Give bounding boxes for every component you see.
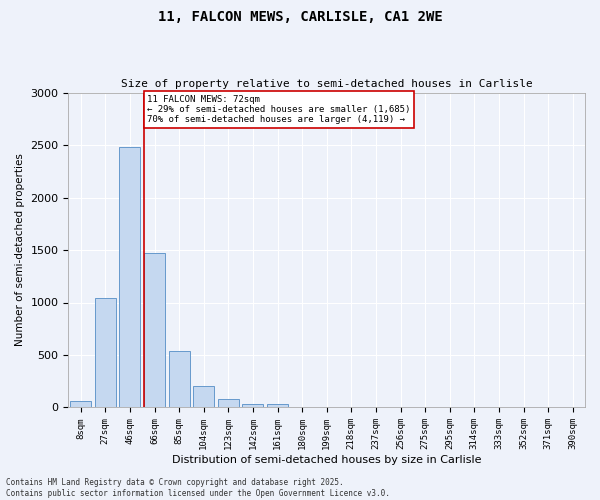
- Bar: [242, 404, 263, 407]
- Bar: [218, 398, 239, 407]
- Bar: [95, 298, 116, 408]
- Text: 11 FALCON MEWS: 72sqm
← 29% of semi-detached houses are smaller (1,685)
70% of s: 11 FALCON MEWS: 72sqm ← 29% of semi-deta…: [147, 94, 410, 124]
- Bar: [144, 253, 165, 408]
- Y-axis label: Number of semi-detached properties: Number of semi-detached properties: [15, 154, 25, 346]
- Bar: [193, 386, 214, 407]
- Text: 11, FALCON MEWS, CARLISLE, CA1 2WE: 11, FALCON MEWS, CARLISLE, CA1 2WE: [158, 10, 442, 24]
- X-axis label: Distribution of semi-detached houses by size in Carlisle: Distribution of semi-detached houses by …: [172, 455, 481, 465]
- Bar: [119, 147, 140, 407]
- Bar: [169, 351, 190, 408]
- Bar: [70, 401, 91, 407]
- Title: Size of property relative to semi-detached houses in Carlisle: Size of property relative to semi-detach…: [121, 79, 533, 89]
- Bar: [267, 404, 288, 407]
- Text: Contains HM Land Registry data © Crown copyright and database right 2025.
Contai: Contains HM Land Registry data © Crown c…: [6, 478, 390, 498]
